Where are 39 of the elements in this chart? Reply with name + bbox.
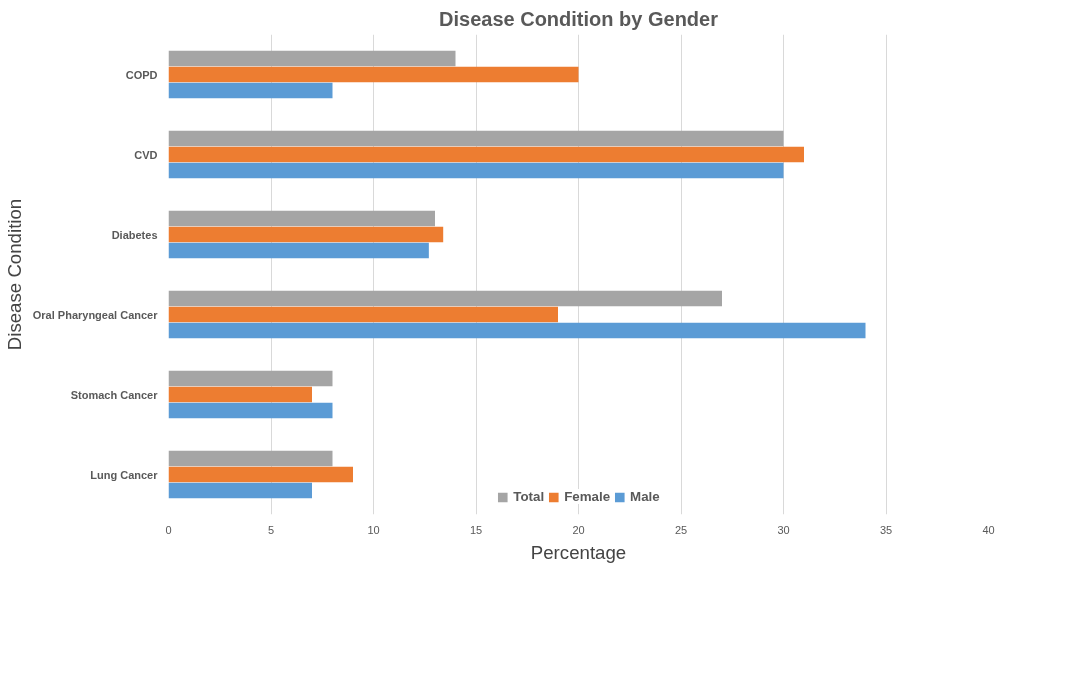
x-tick-label: 5: [267, 523, 275, 536]
legend-label: Female: [564, 489, 611, 504]
x-axis-title: Percentage: [530, 541, 627, 563]
x-tick-label: 0: [165, 523, 172, 536]
y-tick-label: Oral Pharyngeal Cancer: [32, 308, 159, 321]
x-tick-label: 15: [469, 523, 483, 536]
x-tick-label: 35: [879, 523, 893, 536]
y-tick-label: COPD: [125, 68, 158, 81]
bar: [168, 130, 784, 147]
x-tick-label: 40: [982, 523, 995, 536]
y-tick-label: CVD: [134, 148, 158, 161]
x-tick-label: 25: [674, 523, 688, 536]
x-tick-label: 10: [367, 523, 380, 536]
legend-label: Total: [513, 489, 545, 504]
bar: [168, 450, 333, 467]
bar: [168, 306, 558, 323]
y-axis-title: Disease Condition: [3, 198, 25, 351]
bar: [168, 402, 333, 419]
bar: [168, 290, 722, 307]
bar: [168, 50, 456, 67]
x-tick-label: 30: [777, 523, 790, 536]
y-tick-label: Diabetes: [111, 228, 158, 241]
bar: [168, 482, 312, 499]
legend-label: Male: [630, 489, 660, 504]
x-tick-label: 20: [572, 523, 585, 536]
bar: [168, 210, 435, 227]
bar: [168, 370, 333, 387]
bar: [168, 466, 353, 483]
bar: [168, 146, 804, 163]
bar: [168, 66, 579, 83]
bar: [168, 242, 429, 259]
chart-title: Disease Condition by Gender: [439, 7, 719, 30]
bar: [168, 226, 444, 243]
y-tick-label: Stomach Cancer: [70, 388, 159, 401]
bar: [168, 82, 333, 99]
y-tick-label: Lung Cancer: [90, 468, 159, 481]
bar: [168, 322, 866, 339]
bar: [168, 162, 784, 179]
bar: [168, 386, 312, 403]
